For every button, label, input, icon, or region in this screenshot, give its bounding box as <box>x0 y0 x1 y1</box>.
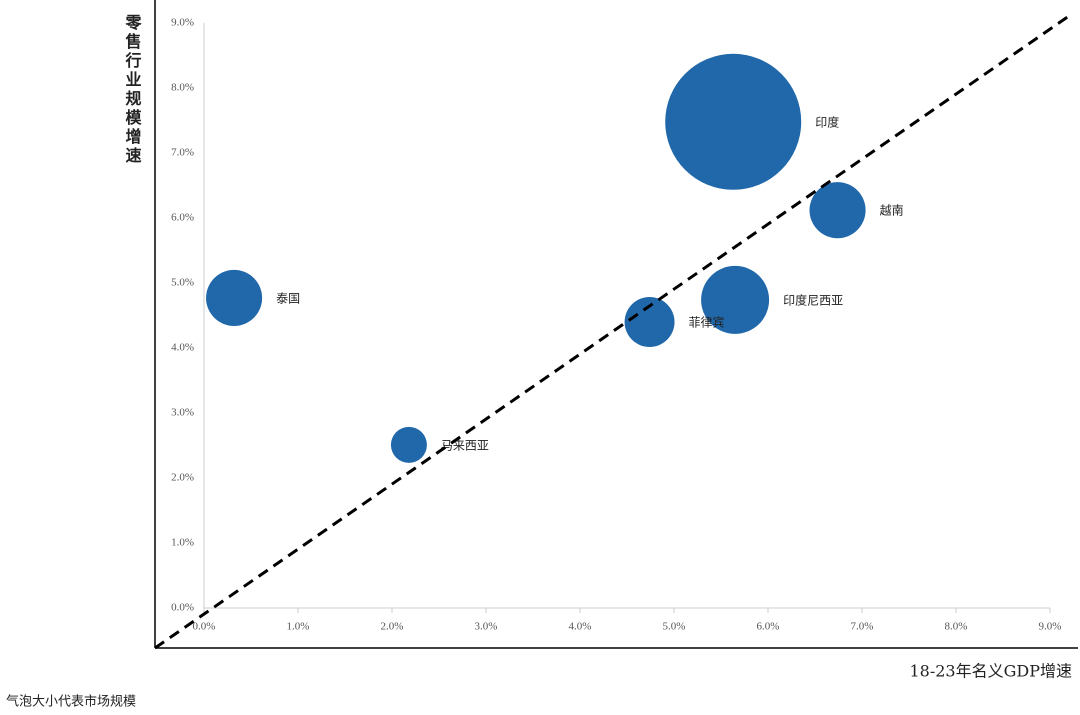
bubble-label: 泰国 <box>276 291 300 305</box>
bubble-label: 菲律宾 <box>689 315 725 330</box>
note: 气泡大小代表市场规模 <box>6 694 136 710</box>
x-axis-label: 18-23年名义GDP增速 <box>909 662 1072 681</box>
x-tick-label: 0.0% <box>193 621 216 633</box>
bubble <box>206 269 263 326</box>
bubble-label: 马来西亚 <box>441 438 489 452</box>
bubble <box>624 297 675 347</box>
x-tick-label: 4.0% <box>569 621 592 633</box>
x-tick-label: 7.0% <box>851 621 874 633</box>
bubble-label: 越南 <box>880 203 904 218</box>
y-tick-label: 0.0% <box>171 602 194 614</box>
x-tick-label: 5.0% <box>663 621 686 633</box>
reference-line <box>154 15 1069 650</box>
y-axis-label: 零售行业规模增速 <box>123 14 143 166</box>
bubble-label: 印度 <box>815 114 839 129</box>
x-tick-label: 1.0% <box>287 621 310 633</box>
x-tick-label: 2.0% <box>381 621 404 633</box>
bubble <box>390 426 427 463</box>
x-tick-label: 9.0% <box>1039 621 1062 633</box>
y-tick-label: 5.0% <box>171 277 194 289</box>
x-tick-label: 6.0% <box>757 621 780 633</box>
bubble <box>809 182 866 239</box>
y-tick-label: 8.0% <box>171 82 194 94</box>
x-tick-label: 3.0% <box>475 621 498 633</box>
bubble <box>665 53 802 190</box>
y-tick-label: 2.0% <box>171 472 194 484</box>
bubble <box>701 265 770 334</box>
y-tick-label: 3.0% <box>171 407 194 419</box>
x-tick-label: 8.0% <box>945 621 968 633</box>
bubble-label: 印度尼西亚 <box>783 292 843 307</box>
y-tick-label: 7.0% <box>171 147 194 159</box>
y-tick-label: 4.0% <box>171 342 194 354</box>
y-tick-label: 6.0% <box>171 212 194 224</box>
y-tick-label: 1.0% <box>171 537 194 549</box>
y-tick-label: 9.0% <box>171 17 194 29</box>
